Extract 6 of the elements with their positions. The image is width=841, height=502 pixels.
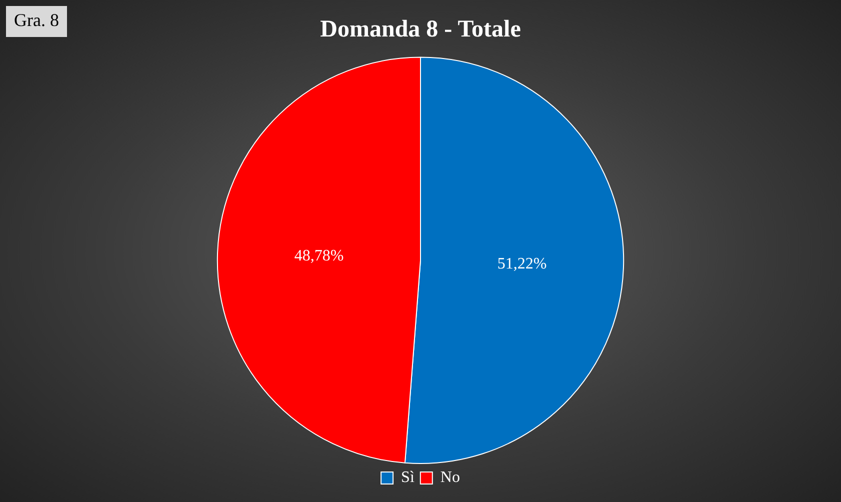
- data-label: 48,78%: [294, 248, 344, 265]
- legend-label: Sì: [401, 469, 415, 486]
- legend-label: No: [440, 469, 460, 486]
- chart-title: Domanda 8 - Totale: [320, 16, 522, 43]
- text: Gra. 8: [6, 6, 67, 37]
- data-label: 51,22%: [497, 255, 547, 272]
